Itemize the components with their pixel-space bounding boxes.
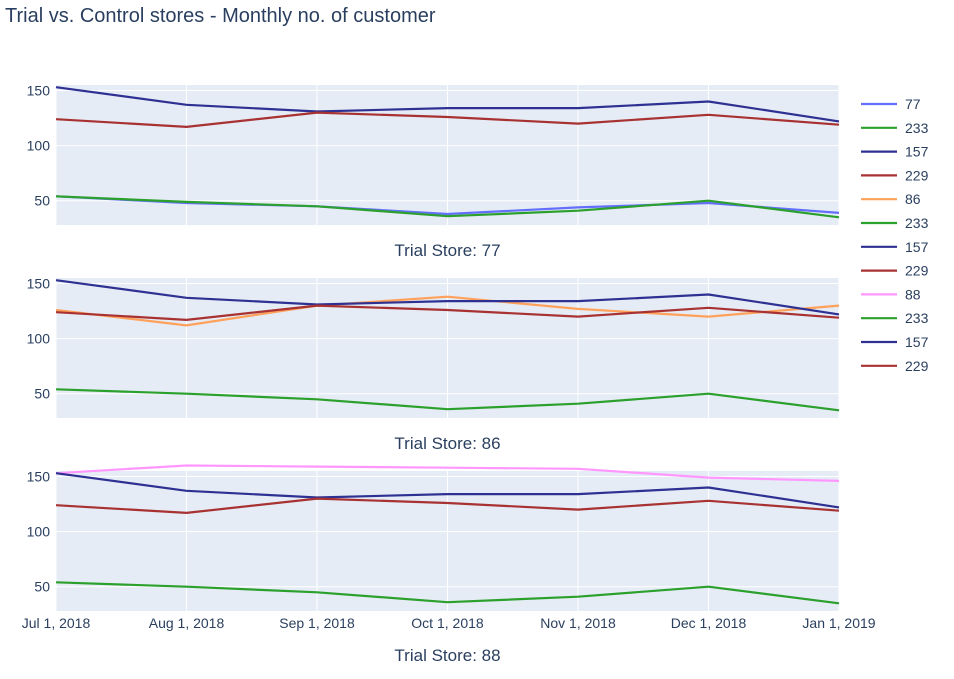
subplot-title: Trial Store: 88 <box>394 646 500 665</box>
series-line-233[interactable] <box>55 581 840 605</box>
subplot-2: 50 100 150 Trial Store: 86 <box>27 276 840 453</box>
legend-item[interactable]: 77 <box>861 96 921 112</box>
x-tick-label: Nov 1, 2018 <box>540 615 616 631</box>
x-tick-label: Oct 1, 2018 <box>411 615 484 631</box>
series-line-229[interactable] <box>55 304 840 321</box>
series-line-86[interactable] <box>55 295 840 327</box>
legend-item[interactable]: 233 <box>861 215 929 231</box>
subplot-title: Trial Store: 77 <box>394 241 500 260</box>
y-tick-label: 100 <box>27 138 51 154</box>
chart-title: Trial vs. Control stores - Monthly no. o… <box>5 5 436 27</box>
legend-label: 77 <box>905 96 921 112</box>
legend-label: 229 <box>905 358 929 374</box>
legend-label: 88 <box>905 286 921 302</box>
series-line-233[interactable] <box>55 388 840 412</box>
legend-item[interactable]: 88 <box>861 286 921 302</box>
subplot-3: 50 100 150 Jul 1, 2018 Aug 1, 2018 Sep 1, 201… <box>22 464 876 665</box>
y-tick-label: 100 <box>27 331 51 347</box>
x-tick-label: Dec 1, 2018 <box>671 615 747 631</box>
legend-item[interactable]: 157 <box>861 144 929 160</box>
legend-label: 229 <box>905 263 929 279</box>
legend-item[interactable]: 229 <box>861 263 929 279</box>
legend-item[interactable]: 157 <box>861 239 929 255</box>
y-tick-label: 150 <box>27 469 51 485</box>
x-tick-label: Aug 1, 2018 <box>149 615 225 631</box>
series-line-157[interactable] <box>55 472 840 509</box>
series-line-233[interactable] <box>55 195 840 219</box>
legend-item[interactable]: 233 <box>861 310 929 326</box>
series-line-88[interactable] <box>55 464 840 482</box>
series-line-229[interactable] <box>55 497 840 515</box>
legend-item[interactable]: 86 <box>861 191 921 207</box>
y-tick-label: 50 <box>34 193 50 209</box>
x-tick-label: Jan 1, 2019 <box>802 615 875 631</box>
legend-item[interactable]: 233 <box>861 120 929 136</box>
series-line-229[interactable] <box>55 111 840 129</box>
legend-label: 86 <box>905 191 921 207</box>
y-tick-label: 100 <box>27 524 51 540</box>
legend-label: 157 <box>905 334 929 350</box>
legend-label: 233 <box>905 120 929 136</box>
legend-label: 157 <box>905 239 929 255</box>
y-tick-label: 150 <box>27 276 51 292</box>
legend-label: 157 <box>905 144 929 160</box>
y-tick-label: 50 <box>34 386 50 402</box>
legend-label: 229 <box>905 167 929 183</box>
y-tick-label: 150 <box>27 83 51 99</box>
series-line-157[interactable] <box>55 86 840 123</box>
y-tick-label: 50 <box>34 579 50 595</box>
subplot-title: Trial Store: 86 <box>394 434 500 453</box>
x-tick-label: Jul 1, 2018 <box>22 615 91 631</box>
x-tick-label: Sep 1, 2018 <box>279 615 355 631</box>
legend-item[interactable]: 157 <box>861 334 929 350</box>
legend-label: 233 <box>905 310 929 326</box>
series-line-157[interactable] <box>55 279 840 316</box>
subplot-1: 50 100 150 Trial Store: 77 <box>27 83 840 260</box>
legend[interactable]: 77 233 157 229 86 233 157 229 88 233 157 229 <box>861 96 929 374</box>
legend-item[interactable]: 229 <box>861 358 929 374</box>
legend-item[interactable]: 229 <box>861 167 929 183</box>
legend-label: 233 <box>905 215 929 231</box>
